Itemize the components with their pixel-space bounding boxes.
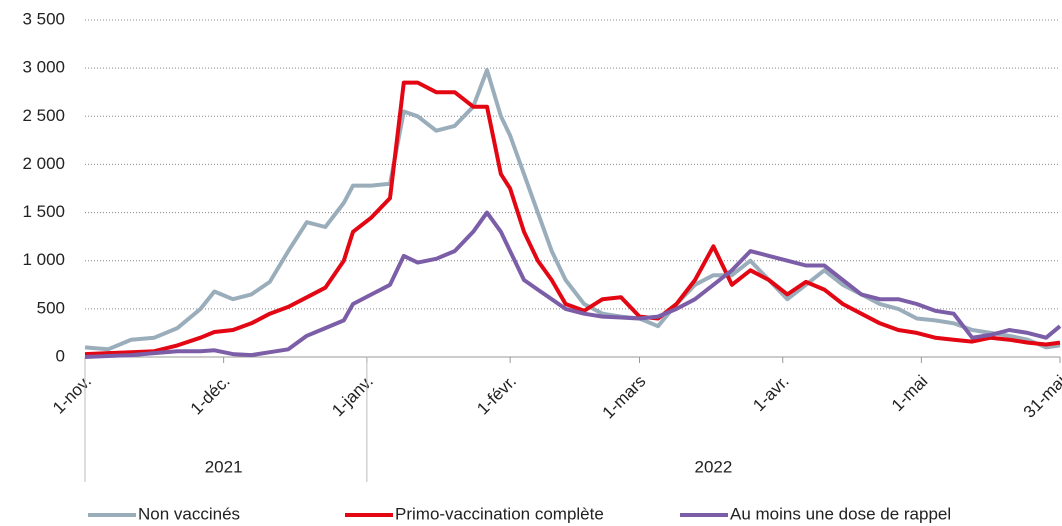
y-tick-label: 1 000 (22, 250, 65, 269)
y-tick-label: 2 000 (22, 154, 65, 173)
x-tick-label: 1-janv. (328, 372, 377, 421)
series-line (84, 68, 1061, 352)
y-tick-label: 0 (56, 346, 65, 365)
group-label: 2021 (205, 457, 243, 476)
x-tick-label: 1-nov. (49, 372, 95, 418)
y-tick-label: 3 500 (22, 9, 65, 28)
series-line (84, 210, 1062, 359)
x-tick-label: 1-févr. (473, 372, 520, 419)
series-line (84, 80, 1061, 357)
legend-label: Au moins une dose de rappel (730, 504, 951, 523)
x-tick-label: 1-mars (599, 372, 650, 423)
x-tick-label: 1-déc. (187, 372, 234, 419)
y-tick-label: 3 000 (22, 58, 65, 77)
x-tick-label: 1-avr. (749, 372, 793, 416)
legend-label: Non vaccinés (138, 504, 240, 523)
legend-label: Primo-vaccination complète (395, 504, 604, 523)
x-tick-label: 1-mai (888, 372, 931, 415)
group-label: 2022 (695, 457, 733, 476)
y-tick-label: 500 (37, 298, 65, 317)
y-tick-label: 2 500 (22, 106, 65, 125)
x-tick-label: 31-mai (1020, 372, 1062, 422)
y-tick-label: 1 500 (22, 202, 65, 221)
